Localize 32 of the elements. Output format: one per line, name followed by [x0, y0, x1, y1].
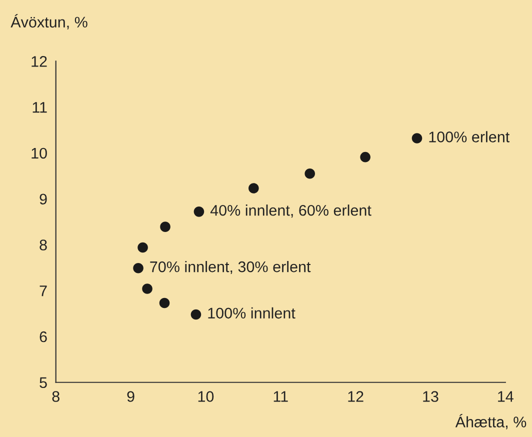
y-axis-title: Ávöxtun, %	[10, 14, 88, 30]
point	[160, 222, 170, 232]
x-tick-label: 12	[348, 391, 364, 402]
point	[142, 284, 152, 294]
y-tick-label: 10	[32, 148, 47, 159]
annotation: 40% innlent, 60% erlent	[210, 204, 372, 218]
x-tick-label: 14	[498, 391, 514, 402]
point	[248, 183, 259, 194]
x-axis-title: Áhætta, %	[455, 414, 526, 430]
annotation: 100% innlent	[208, 307, 296, 319]
point	[360, 152, 370, 162]
point	[412, 133, 422, 144]
point	[159, 298, 170, 308]
y-tick-label: 11	[32, 102, 47, 113]
y-tick-label: 7	[40, 286, 47, 296]
y-tick-label: 9	[40, 194, 47, 205]
y-tick-label: 5	[40, 377, 47, 388]
y-tick-label: 6	[40, 331, 47, 342]
x-tick-label: 9	[127, 391, 134, 402]
point	[304, 168, 315, 179]
x-tick-label: 13	[423, 391, 438, 402]
y-tick-label: 8	[40, 240, 47, 250]
x-tick-label: 8	[52, 391, 60, 402]
point	[133, 262, 144, 274]
annotation: 70% innlent, 30% erlent	[150, 261, 311, 274]
x-tick-label: 11	[274, 391, 288, 402]
point	[194, 206, 204, 217]
annotation: 100% erlent	[429, 131, 510, 142]
point	[190, 309, 202, 320]
y-tick-label: 12	[32, 56, 47, 67]
point	[138, 242, 148, 253]
x-tick-label: 10	[198, 391, 214, 402]
